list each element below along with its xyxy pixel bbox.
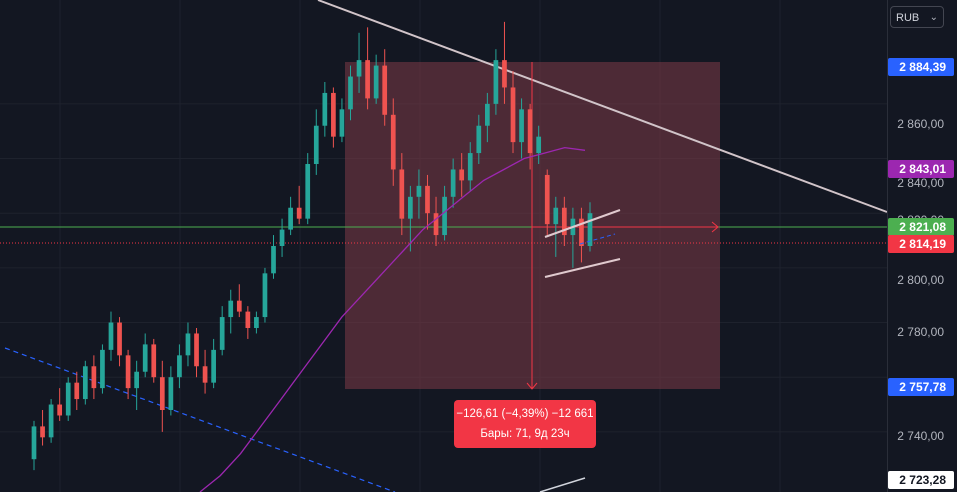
candle-body [356,60,362,77]
candle-body [587,213,593,246]
price-tag-bottom: 2 723,28 [888,471,954,489]
currency-selector[interactable]: RUB ⌄ [890,6,944,28]
candle-body [134,371,139,389]
candle-body [159,377,165,410]
candle-body [382,65,388,115]
candles-group [31,21,593,471]
candle-body [228,300,234,318]
candle-body [288,207,293,230]
candle-body [100,349,105,389]
candle-body [168,377,174,410]
candle-body [442,196,447,236]
candle-body [65,382,71,416]
candle-body [408,196,413,219]
candle-body [57,404,63,416]
candle-body [194,333,199,367]
candle-body [202,366,208,383]
candle-body [365,60,370,99]
price-tag-level: 2 821,08 [888,218,954,236]
candle-body [467,153,473,181]
candle-body [561,207,567,236]
chevron-down-icon: ⌄ [929,12,938,23]
candle-body [91,366,97,389]
candle-body [177,355,182,378]
candle-body [450,169,456,197]
channel-lower-line[interactable] [544,258,621,278]
candle-body [296,207,302,219]
measure-vertical-arrow [526,382,538,390]
candle-body [271,246,276,274]
candle-body [82,366,88,400]
price-tag-last: 2 814,19 [888,235,954,253]
measure-change: −126,61 (−4,39%) −12 661 [456,408,594,420]
candle-body [527,109,533,154]
candle-body [579,218,584,246]
candle-body [236,300,242,312]
candle-body [142,344,148,372]
candle-body [117,322,122,356]
price-tick: 2 800,00 [897,273,944,287]
price-tick: 2 740,00 [897,429,944,443]
moving-average-line [199,146,586,492]
candle-body [331,92,336,137]
candle-body [245,311,251,328]
price-tick: 2 840,00 [897,176,944,190]
small-line-bottom[interactable] [539,477,586,492]
candle-body [262,273,268,318]
candle-body [433,213,439,236]
candle-body [476,125,482,154]
candle-body [459,169,465,181]
candle-body [322,92,328,126]
candle-body [305,164,311,219]
candle-body [48,404,54,438]
candle-body [40,426,45,438]
candle-body [219,317,225,350]
candle-body [313,125,319,164]
channel-upper-line[interactable] [544,209,621,238]
price-tick: 2 860,00 [897,117,944,131]
price-tick: 2 780,00 [897,325,944,339]
candle-body [399,169,405,219]
candle-body [151,344,157,378]
candle-body [510,87,516,143]
measure-tooltip: −126,61 (−4,39%) −12 661 Бары: 71, 9д 23… [454,400,596,448]
currency-label: RUB [896,12,920,24]
measure-bars: Бары: 71, 9д 23ч [480,428,570,440]
candle-body [493,60,499,104]
candle-body [544,174,550,225]
candle-body [254,317,259,328]
candle-body [31,426,37,460]
candle-body [373,65,379,99]
candle-body [519,109,524,143]
candle-body [125,355,131,389]
candle-body [502,60,507,88]
candle-body [553,207,559,225]
trend-line-support[interactable] [4,347,396,492]
candle-body [390,114,396,170]
candle-body [425,185,430,214]
candle-body [485,103,490,126]
candle-body [348,76,353,110]
candle-body [74,382,80,400]
candle-body [416,185,422,197]
candle-body [185,333,191,356]
trend-line-resistance[interactable] [317,0,888,213]
measure-horizontal-arrow [711,221,719,233]
candle-body [339,109,345,137]
candle-body [211,349,216,383]
price-tag-high: 2 884,39 [888,58,954,76]
candle-body [108,322,114,350]
candle-body [279,229,285,246]
candle-body [536,136,542,154]
price-tag-ma: 2 843,01 [888,160,954,178]
price-tag-low: 2 757,78 [888,378,954,396]
channel-mid-line [579,233,616,245]
